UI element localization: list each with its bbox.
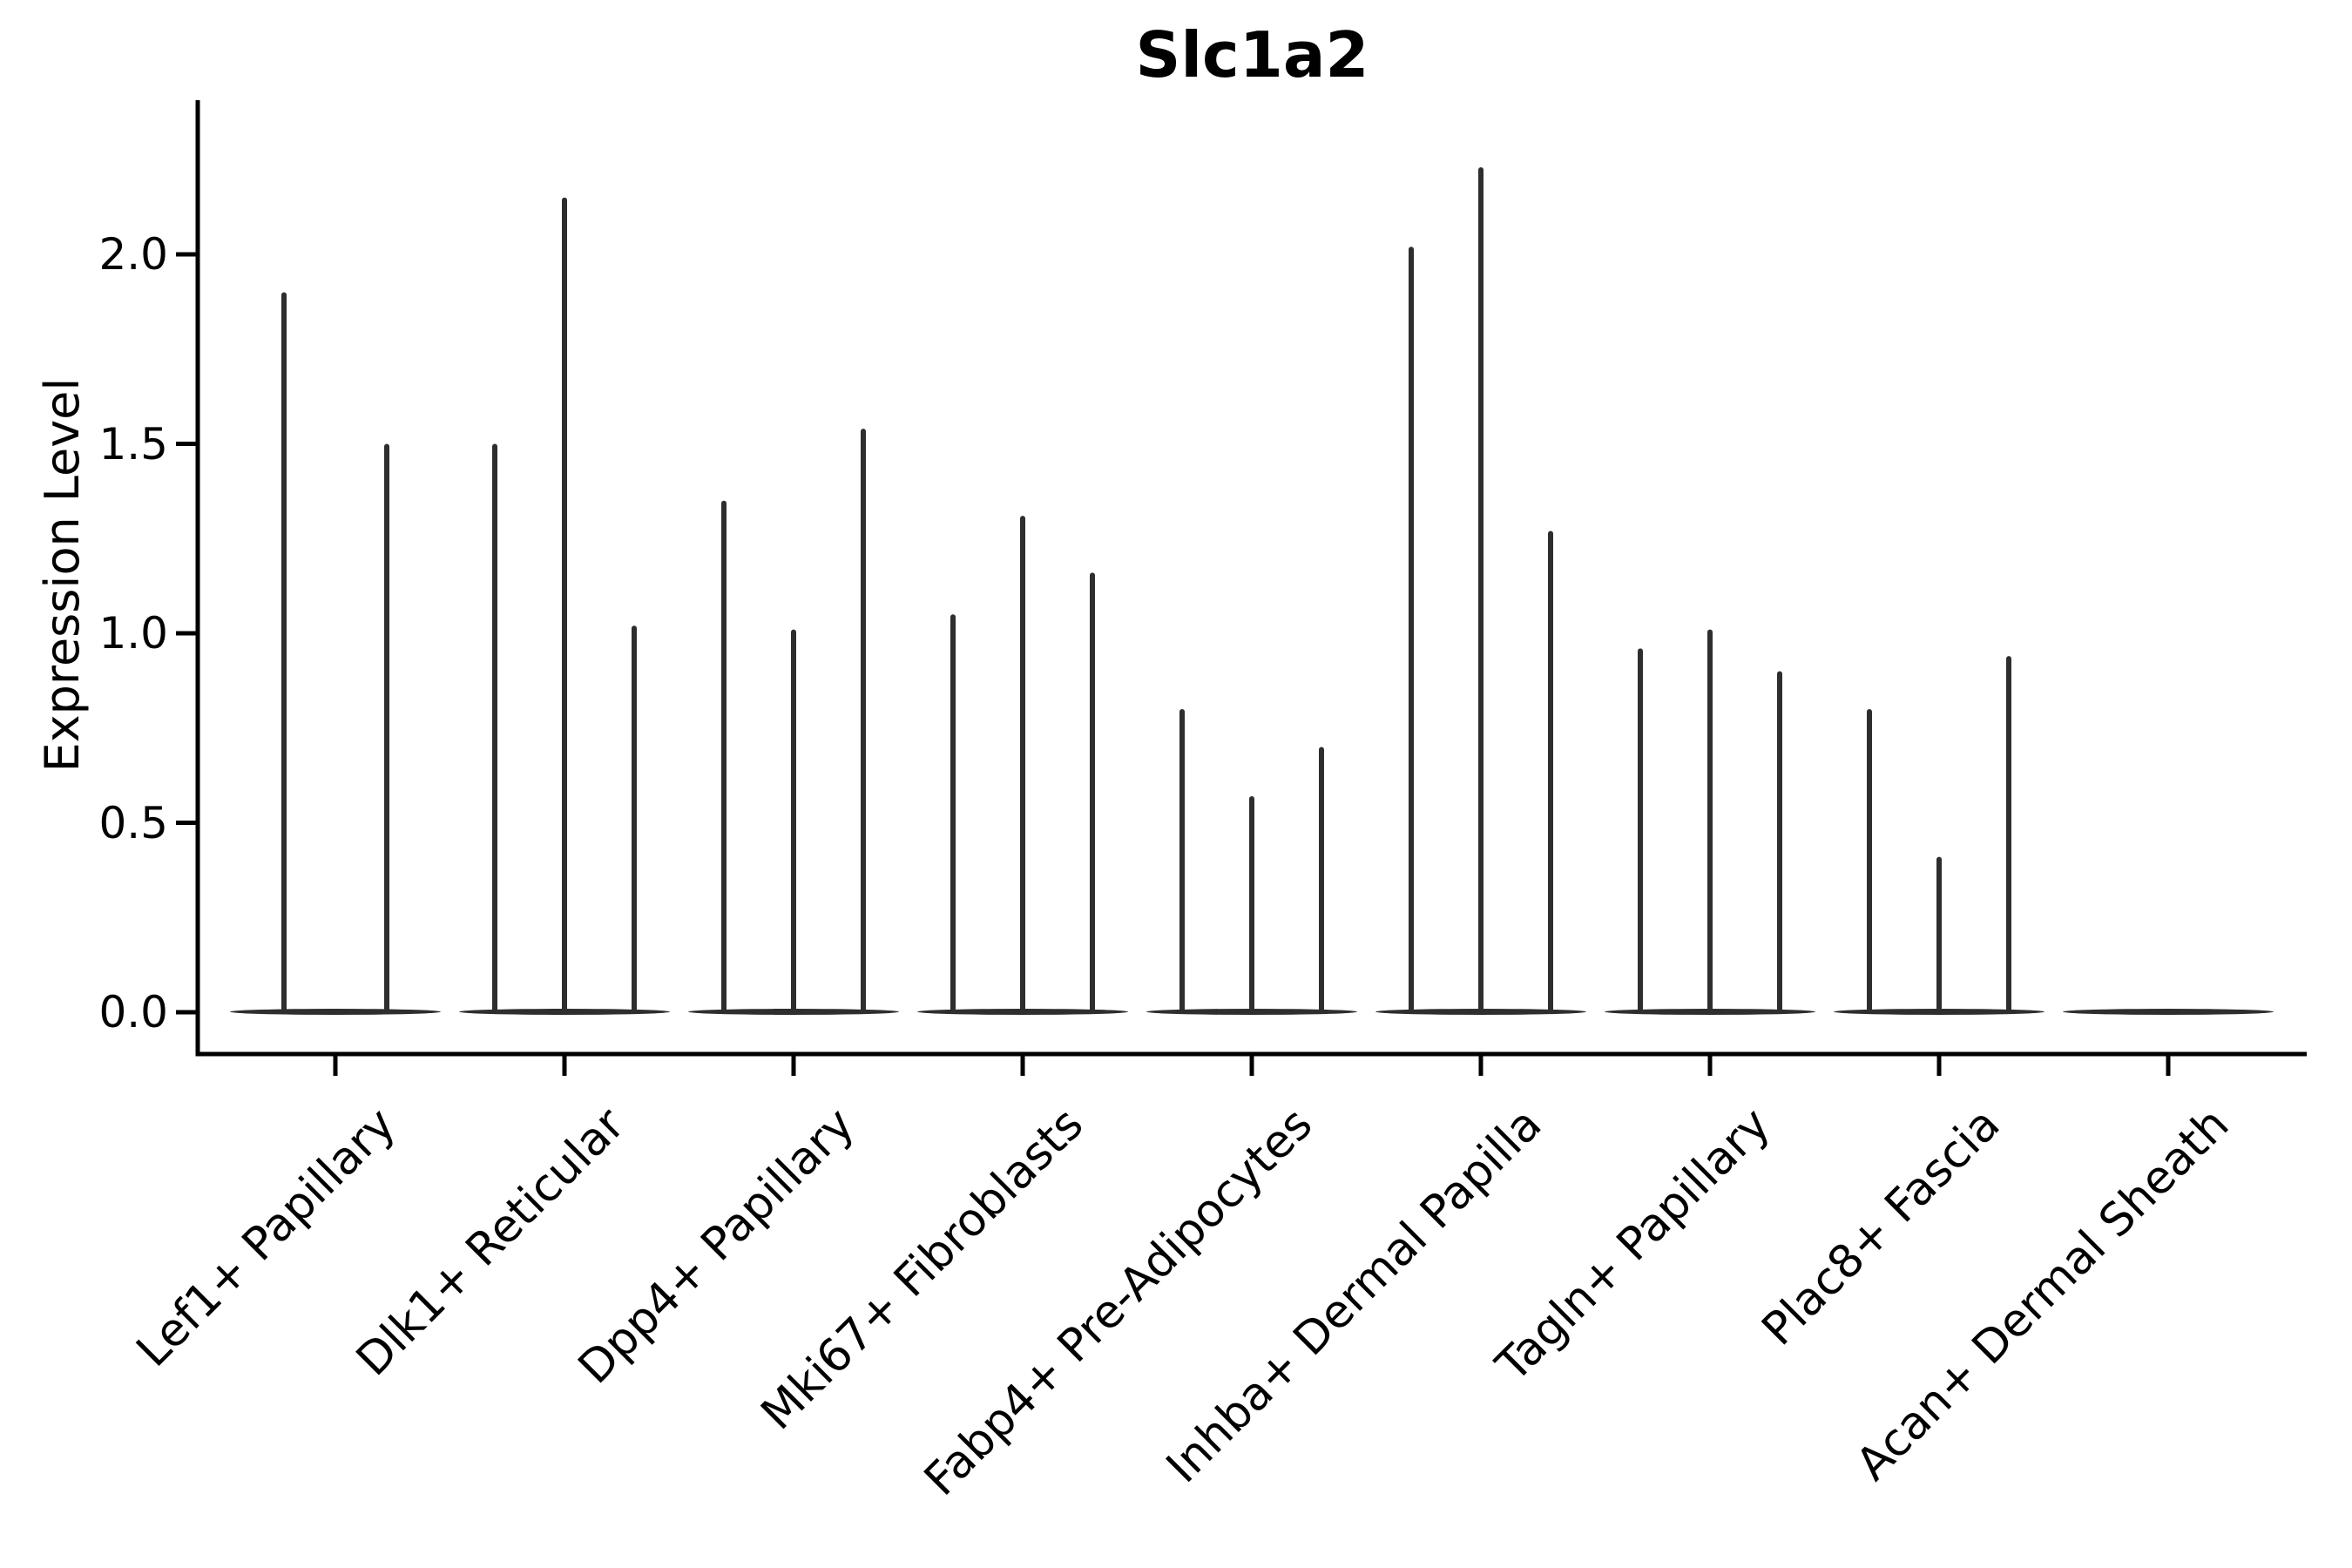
- violin-spike: [384, 443, 389, 1014]
- y-tick-label: 1.0: [98, 608, 168, 659]
- violin-spike: [1249, 796, 1254, 1014]
- y-tick-label: 0.0: [98, 987, 168, 1037]
- violin-baseline: [230, 1009, 441, 1015]
- violin-spike: [1478, 166, 1484, 1014]
- violin-spike: [950, 614, 956, 1014]
- violin-spike: [721, 500, 727, 1014]
- y-tick-label: 1.5: [98, 418, 168, 470]
- violin-spike: [1867, 709, 1872, 1014]
- violin-baseline: [2063, 1009, 2274, 1015]
- violin-spike: [1548, 531, 1553, 1014]
- violin-spike: [1707, 629, 1713, 1014]
- violin-spike: [2006, 656, 2011, 1014]
- y-tick-label: 2.0: [98, 229, 168, 280]
- chart-title: Slc1a2: [1135, 18, 1369, 91]
- violin-spike: [1020, 516, 1025, 1014]
- violin-spike: [1936, 856, 1942, 1014]
- violin-spike: [1409, 247, 1414, 1014]
- violin-spike: [1638, 648, 1643, 1014]
- y-tick-label: 0.5: [98, 797, 168, 848]
- violin-spike: [1179, 709, 1185, 1014]
- violin-spike: [281, 292, 287, 1014]
- violin-spike: [492, 443, 497, 1014]
- violin-spike: [861, 429, 866, 1015]
- violin-spike: [562, 197, 567, 1014]
- violin-spike: [1319, 747, 1324, 1014]
- violin-spike: [632, 625, 637, 1014]
- violin-spike: [791, 629, 796, 1014]
- violin-spike: [1090, 572, 1095, 1014]
- violin-spike: [1777, 671, 1782, 1014]
